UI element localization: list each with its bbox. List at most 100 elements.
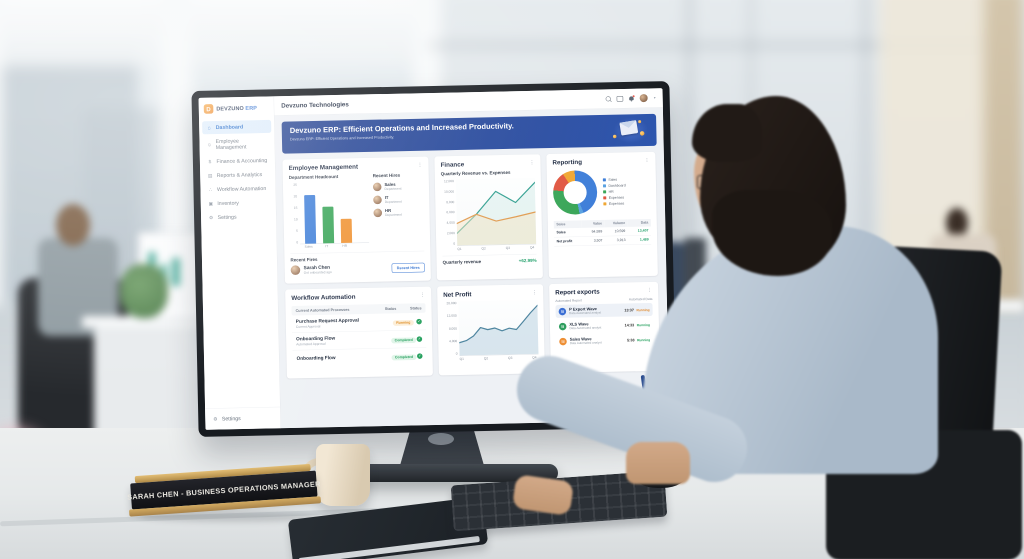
process-sub: Current Approval bbox=[295, 324, 321, 329]
status-cell: Completed bbox=[391, 351, 417, 361]
legend-item: Sales bbox=[602, 177, 626, 182]
kebab-menu-icon[interactable]: ⋮ bbox=[647, 287, 653, 294]
legend-item: Dashboard bbox=[602, 184, 626, 188]
recent-fires-section: Recent Fires Sarah Chen Got onboarded ago… bbox=[290, 250, 425, 276]
workflow-automation-card: Workflow Automation ⋮ Current Automated … bbox=[285, 286, 433, 379]
coworker-head bbox=[946, 208, 968, 238]
report-status: Running bbox=[636, 323, 650, 328]
list-item[interactable]: IT Department bbox=[373, 194, 423, 204]
bar-it bbox=[322, 206, 335, 244]
legend-swatch bbox=[602, 178, 606, 182]
sidebar-item-dashboard[interactable]: ⌂ Dashboard bbox=[202, 119, 272, 135]
report-icon: ▤ bbox=[559, 337, 567, 346]
avatar bbox=[373, 208, 383, 218]
sidebar-item-inventory[interactable]: ▣ Inventory bbox=[204, 196, 273, 210]
finance-yticks: 12,000 10,000 8,000 6,000 4,000 2,000 0 bbox=[441, 180, 457, 246]
legend-label: Sales bbox=[608, 177, 618, 182]
report-value: 5:38 bbox=[627, 337, 635, 343]
net_profit-line-0 bbox=[459, 305, 539, 343]
coin-icon bbox=[638, 120, 642, 124]
sidebar-item-employee-management[interactable]: ☺ Employee Management bbox=[202, 134, 271, 154]
chart-legend: Sales Dashboard HR Expenses Expenses bbox=[602, 177, 626, 206]
legend-item: Expenses bbox=[603, 202, 626, 206]
coin-icon bbox=[612, 134, 617, 139]
status-cell: Completed bbox=[391, 334, 417, 344]
table-cell: 1,489 bbox=[627, 235, 652, 245]
sidebar-item-reports-analytics[interactable]: ▤ Reports & Analytics bbox=[203, 168, 272, 182]
recent-hires-button[interactable]: Recent Hires bbox=[391, 262, 425, 273]
bell-icon[interactable] bbox=[629, 95, 635, 101]
headcount-bars bbox=[298, 181, 370, 245]
card-title: Reporting bbox=[552, 158, 583, 166]
table-cell: 13,407 bbox=[627, 226, 652, 236]
share-nodes-icon: ∴ bbox=[208, 186, 213, 193]
kebab-menu-icon[interactable]: ⋮ bbox=[417, 162, 423, 168]
column-header: Automated Report bbox=[555, 298, 582, 303]
company-name: Devzuno Technologies bbox=[281, 100, 349, 110]
search-icon[interactable] bbox=[605, 96, 611, 102]
hire-info: HR Department bbox=[385, 208, 402, 217]
hire-sub: Department bbox=[384, 187, 402, 192]
recent-hires-title: Recent Hires bbox=[372, 172, 401, 179]
report-sub: Data Automated analyst bbox=[569, 326, 602, 331]
avatar bbox=[372, 182, 382, 192]
sidebar-footer-settings[interactable]: ⚙ Settings bbox=[208, 411, 277, 425]
sidebar-item-workflow-automation[interactable]: ∴ Workflow Automation bbox=[203, 182, 272, 196]
bar-sales bbox=[304, 195, 317, 244]
kebab-menu-icon[interactable]: ⋮ bbox=[532, 289, 538, 296]
user-avatar[interactable] bbox=[639, 93, 649, 103]
column-header: Status bbox=[410, 305, 422, 311]
legend-swatch bbox=[602, 184, 607, 188]
sidebar-item-settings[interactable]: ⚙ Settings bbox=[204, 210, 273, 224]
report-row[interactable]: ▤ Sales Wave Data Automated analyst 5:38 R… bbox=[556, 333, 653, 348]
topbar-icons: ▾ bbox=[605, 93, 656, 103]
axis-tick: 4,000 bbox=[446, 221, 455, 225]
hire-info: Sales Department bbox=[384, 182, 401, 191]
card-title: Workflow Automation bbox=[291, 293, 356, 302]
chevron-down-icon[interactable]: ▾ bbox=[653, 96, 656, 100]
sidebar-item-finance-accounting[interactable]: $ Finance & Accounting bbox=[203, 154, 272, 168]
column-header: Automated Data bbox=[628, 297, 653, 302]
table-cell: 94,599 bbox=[581, 227, 605, 237]
report-exports-card: Report exports ⋮ Automated Report Automa… bbox=[549, 281, 660, 374]
card-title: Report exports bbox=[555, 288, 600, 296]
axis-tick: Q1 bbox=[459, 357, 464, 361]
check-icon: ✓ bbox=[416, 336, 423, 342]
report-row[interactable]: ▤ P Export Wave Data Automated analyst 13… bbox=[555, 302, 653, 318]
report-icon: ▤ bbox=[558, 322, 567, 331]
legend-label: Expenses bbox=[608, 201, 625, 206]
axis-tick: 2,000 bbox=[446, 231, 456, 236]
kebab-menu-icon[interactable]: ⋮ bbox=[529, 159, 535, 166]
hire-sub: Department bbox=[385, 213, 403, 218]
card-header: Employee Management ⋮ bbox=[288, 162, 423, 171]
reporting-donut bbox=[552, 170, 598, 215]
notification-dot bbox=[632, 95, 635, 98]
kebab-menu-icon[interactable]: ⋮ bbox=[420, 292, 426, 298]
axis-tick: 0 bbox=[455, 352, 458, 356]
net-profit-card: Net Profit ⋮ 20,000 12,000 8,000 4,000 0 Q bbox=[437, 284, 545, 376]
window-mullion bbox=[0, 0, 2, 408]
kebab-menu-icon[interactable]: ⋮ bbox=[644, 157, 650, 164]
person-row: Sarah Chen Got onboarded ago Recent Hires bbox=[290, 262, 425, 276]
status-badge: Completed bbox=[391, 337, 417, 344]
report-meta: 13:37 Running bbox=[624, 307, 649, 313]
app-logo[interactable]: D DEVZUNOERP bbox=[199, 96, 274, 119]
table-cell: Net profit bbox=[554, 236, 582, 247]
dashboard-content: Devzuno ERP: Efficient Operations and In… bbox=[274, 108, 669, 429]
list-item[interactable]: HR Department bbox=[373, 207, 423, 217]
report-icon: ▤ bbox=[558, 307, 567, 316]
legend-label: Expenses bbox=[608, 195, 625, 200]
axis-tick: HR bbox=[342, 244, 348, 248]
sidebar: D DEVZUNOERP ⌂ Dashboard ☺ Employee Manage… bbox=[198, 96, 282, 430]
report-row[interactable]: ▤ XLS Wave Data Automated analyst 14:33 Ru… bbox=[556, 318, 653, 333]
status-badge: Running bbox=[392, 319, 414, 326]
people-icon: ☺ bbox=[206, 141, 212, 148]
list-item[interactable]: Sales Department bbox=[372, 181, 423, 192]
welcome-banner: Devzuno ERP: Efficient Operations and In… bbox=[281, 113, 657, 154]
chat-icon[interactable] bbox=[616, 95, 624, 102]
column-header: Status bbox=[384, 306, 397, 312]
pen-cup bbox=[636, 370, 674, 450]
workflow-row[interactable]: Onboarding Flow Completed ✓ bbox=[292, 348, 426, 367]
axis-tick: Q2 bbox=[483, 356, 489, 361]
